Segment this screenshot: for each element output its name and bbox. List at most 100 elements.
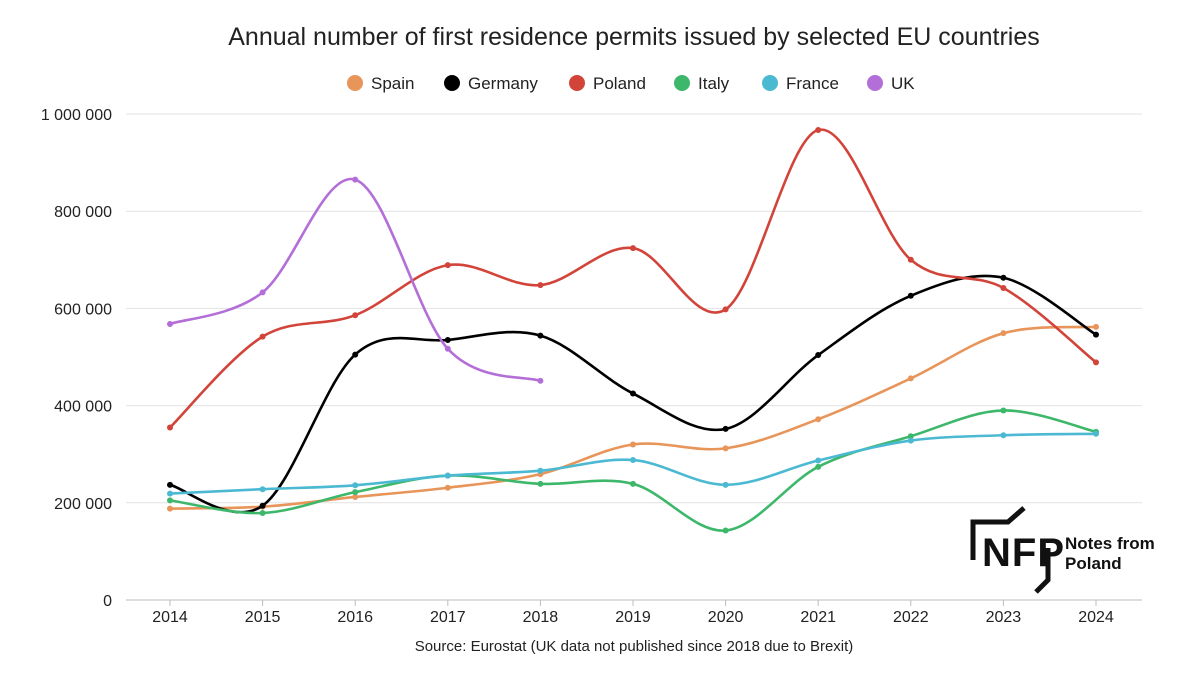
x-tick-label: 2024: [1078, 609, 1114, 626]
data-point: [537, 480, 544, 487]
data-point: [537, 467, 544, 474]
data-point: [815, 463, 822, 470]
x-tick-label: 2021: [800, 609, 836, 626]
data-point: [167, 497, 173, 504]
data-point: [722, 527, 729, 534]
data-point: [167, 424, 173, 431]
data-point: [1000, 407, 1007, 414]
series-spain: [167, 323, 1099, 512]
data-point: [352, 312, 359, 319]
legend-item-spain: Spain: [347, 74, 414, 93]
legend-label: Germany: [468, 74, 538, 93]
x-tick-label: 2016: [337, 609, 373, 626]
data-point: [444, 345, 451, 352]
legend-label: France: [786, 74, 839, 93]
data-point: [722, 306, 729, 313]
data-point: [630, 480, 636, 487]
data-point: [1000, 274, 1007, 281]
data-point: [1093, 430, 1099, 437]
logo-line-2: Poland: [1065, 554, 1122, 573]
logo-bracket-bottom: [1034, 548, 1051, 594]
data-point: [352, 482, 359, 489]
data-point: [444, 336, 451, 343]
x-tick-label: 2020: [708, 609, 744, 626]
data-point: [630, 457, 636, 464]
data-point: [259, 510, 266, 517]
x-axis: 2014 2015 2016 2017 2018 2019 2020 2021 2022 2023…: [152, 600, 1114, 626]
y-tick-label: 600 000: [54, 301, 112, 318]
data-point: [815, 352, 822, 359]
data-point: [1000, 432, 1007, 439]
data-point: [167, 320, 173, 327]
x-tick-label: 2015: [245, 609, 281, 626]
data-point: [444, 262, 451, 269]
y-tick-label: 1 000 000: [41, 107, 112, 124]
chart-title: Annual number of first residence permits…: [228, 23, 1040, 51]
series-uk: [167, 176, 544, 384]
series-poland: [167, 127, 1099, 431]
data-point: [259, 333, 266, 340]
legend-label: Poland: [593, 74, 646, 93]
data-point: [630, 441, 636, 448]
data-point: [537, 377, 544, 384]
y-axis: 0 200 000 400 000 600 000 800 000 1 000 000: [41, 107, 112, 610]
legend-item-poland: Poland: [569, 74, 646, 93]
data-point: [352, 493, 359, 500]
series-italy: [167, 407, 1099, 534]
x-tick-label: 2014: [152, 609, 188, 626]
data-point: [722, 425, 729, 432]
series-france: [167, 430, 1099, 497]
data-point: [907, 292, 914, 299]
legend-swatch: [762, 75, 778, 91]
grid: [126, 113, 1142, 601]
series-line: [168, 177, 542, 383]
data-point: [352, 176, 359, 183]
data-point: [907, 433, 914, 440]
source-note: Source: Eurostat (UK data not published …: [415, 638, 854, 655]
data-point: [259, 502, 266, 509]
data-point: [907, 437, 914, 444]
legend-label: Italy: [698, 74, 730, 93]
data-point: [444, 472, 451, 479]
data-point: [630, 390, 636, 397]
data-point: [537, 282, 544, 289]
legend-swatch: [674, 75, 690, 91]
data-point: [259, 289, 266, 296]
x-tick-label: 2019: [615, 609, 651, 626]
series-germany: [167, 274, 1099, 514]
data-point: [444, 484, 451, 491]
data-point: [907, 375, 914, 382]
data-point: [1093, 359, 1099, 366]
logo-bracket-top: [970, 506, 1026, 560]
legend-swatch: [867, 75, 883, 91]
data-point: [167, 505, 173, 512]
series-line: [168, 128, 1098, 429]
y-tick-label: 800 000: [54, 204, 112, 221]
legend-swatch: [444, 75, 460, 91]
data-point: [815, 127, 822, 134]
x-tick-label: 2017: [430, 609, 466, 626]
legend-item-france: France: [762, 74, 839, 93]
legend-item-uk: UK: [867, 74, 915, 93]
x-tick-label: 2022: [893, 609, 929, 626]
data-point: [722, 445, 729, 452]
data-point: [259, 486, 266, 493]
data-point: [815, 457, 822, 464]
series-group: [167, 127, 1099, 534]
series-line: [168, 409, 1098, 532]
legend-item-italy: Italy: [674, 74, 730, 93]
data-point: [167, 490, 173, 497]
x-tick-label: 2023: [986, 609, 1022, 626]
legend-label: Spain: [371, 74, 414, 93]
data-point: [1000, 284, 1007, 291]
data-point: [352, 351, 359, 358]
logo-line-1: Notes from: [1065, 534, 1155, 553]
data-point: [1093, 331, 1099, 338]
data-point: [815, 416, 822, 423]
data-point: [1093, 323, 1099, 330]
legend-label: UK: [891, 74, 915, 93]
data-point: [537, 332, 544, 339]
data-point: [630, 245, 636, 252]
logo-mark: NFP: [982, 531, 1065, 575]
